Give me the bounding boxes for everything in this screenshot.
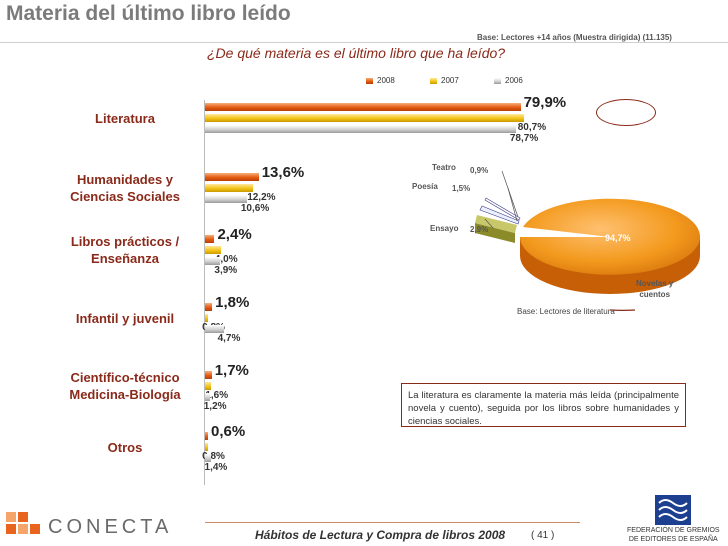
category-label-line: Libros prácticos / <box>70 234 180 249</box>
category-label-line: Medicina-Biología <box>69 387 181 402</box>
bar-2008 <box>205 303 213 311</box>
title-divider <box>0 42 728 43</box>
pie-label-poesia: Poesía <box>412 182 438 191</box>
pie-label-teatro: Teatro <box>432 163 456 172</box>
legend-item-2006: 2006 <box>494 76 523 85</box>
page-number: ( 41 ) <box>531 530 555 541</box>
category-label-line: Enseñanza <box>91 251 159 266</box>
bar-value-2006: 1,4% <box>204 462 228 473</box>
category-label: Infantil y juvenil <box>50 310 200 327</box>
bar-2006 <box>205 454 211 462</box>
pie-value-ensayo: 2,9% <box>470 225 489 234</box>
category-label: Humanidades y Ciencias Sociales <box>50 171 200 205</box>
category-label: Literatura <box>50 110 200 127</box>
bar-value-2006: 3,9% <box>214 265 238 276</box>
pie-slice-teatro <box>484 197 521 221</box>
bar-value-2006: 1,2% <box>203 401 227 412</box>
legend-swatch-2007 <box>430 77 437 84</box>
legend-label-2007: 2007 <box>441 76 459 85</box>
bar-2007 <box>205 114 524 122</box>
bar-2008 <box>205 371 212 379</box>
highlight-ellipse <box>596 99 656 126</box>
bar-2007 <box>205 382 212 390</box>
bar-value-2006: 10,6% <box>240 203 270 214</box>
bar-value-2008: 2,4% <box>217 226 252 243</box>
footer-title: Hábitos de Lectura y Compra de libros 20… <box>255 528 506 542</box>
bar-2008 <box>205 173 259 181</box>
legend-swatch-2008 <box>366 77 373 84</box>
fge-text-line2: DE EDITORES DE ESPAÑA <box>628 536 718 543</box>
fge-logo-text: FEDERACIÓN DE GREMIOS DE EDITORES DE ESPA… <box>627 526 720 544</box>
bar-value-2007: 0,8% <box>202 451 225 462</box>
pie-slice-ensayo-side <box>475 223 515 243</box>
conecta-logo-icon <box>6 512 40 534</box>
conecta-logo-text: CONECTA <box>48 516 173 538</box>
pie-label-novelas-line2: cuentos <box>639 290 671 299</box>
bar-2007 <box>205 443 209 451</box>
pie-label-ensayo: Ensayo <box>430 224 459 233</box>
bar-value-2008: 1,8% <box>215 294 250 311</box>
pie-value-poesia: 1,5% <box>452 184 471 193</box>
legend-label-2008: 2008 <box>377 76 395 85</box>
category-label-line: Científico-técnico <box>70 370 180 385</box>
category-label-line: Otros <box>107 439 143 455</box>
category-label-line: Humanidades y <box>76 172 174 187</box>
leader-ensayo <box>484 218 494 229</box>
bar-2006 <box>205 393 210 401</box>
page-title: Materia del último libro leído <box>6 2 291 25</box>
pie-slice-novelas <box>520 198 700 275</box>
fge-logo-icon <box>655 495 691 525</box>
category-label-line: Literatura <box>95 110 155 126</box>
footer-divider <box>205 522 580 523</box>
category-label: Científico-técnico Medicina-Biología <box>50 369 200 403</box>
category-label: Otros <box>50 439 200 456</box>
bar-value-2008: 0,6% <box>211 423 246 440</box>
pie-value-novelas: 94,7% <box>605 233 631 243</box>
survey-question: ¿De qué materia es el último libro que h… <box>207 45 506 61</box>
bar-2008 <box>205 235 215 243</box>
bar-2006 <box>205 195 247 203</box>
bar-2008 <box>205 103 521 111</box>
category-label-line: Ciencias Sociales <box>70 189 180 204</box>
bar-2007 <box>205 184 254 192</box>
bar-value-2007: 1,6% <box>205 390 229 401</box>
bar-2006 <box>205 257 221 265</box>
pie-slice-poesia <box>479 205 520 225</box>
bar-2006 <box>205 125 516 133</box>
pie-label-novelas-line1: Novelas y <box>636 279 674 288</box>
bar-2008 <box>205 432 208 440</box>
bar-value-2008: 13,6% <box>261 164 305 181</box>
pie-base-note: Base: Lectores de literatura <box>517 307 615 316</box>
leader-poesia <box>507 187 518 222</box>
bar-value-2008: 79,9% <box>523 94 567 111</box>
bar-2007 <box>205 314 209 322</box>
bar-chart-axis <box>204 100 205 485</box>
summary-note: La literatura es claramente la materia m… <box>401 383 686 427</box>
legend-swatch-2006 <box>494 77 501 84</box>
category-label: Libros prácticos / Enseñanza <box>50 233 200 267</box>
pie-chart <box>475 170 700 311</box>
bar-2006 <box>205 325 224 333</box>
bar-value-2008: 1,7% <box>214 362 249 379</box>
bar-value-2007: 80,7% <box>517 122 547 133</box>
fge-text-line1: FEDERACIÓN DE GREMIOS <box>627 527 720 534</box>
bar-value-2007: 12,2% <box>247 192 276 203</box>
bar-value-2006: 78,7% <box>509 133 539 144</box>
legend-item-2007: 2007 <box>430 76 459 85</box>
category-label-line: Infantil y juvenil <box>75 310 175 326</box>
legend-item-2008: 2008 <box>366 76 395 85</box>
sample-base-note: Base: Lectores +14 años (Muestra dirigid… <box>477 33 672 42</box>
bar-value-2006: 4,7% <box>217 333 241 344</box>
bar-2007 <box>205 246 221 254</box>
pie-label-novelas: Novelas y cuentos <box>636 278 673 300</box>
legend-label-2006: 2006 <box>505 76 523 85</box>
pie-value-teatro: 0,9% <box>470 166 489 175</box>
leader-teatro <box>501 170 519 218</box>
bar-value-2007: 4,0% <box>214 254 238 265</box>
